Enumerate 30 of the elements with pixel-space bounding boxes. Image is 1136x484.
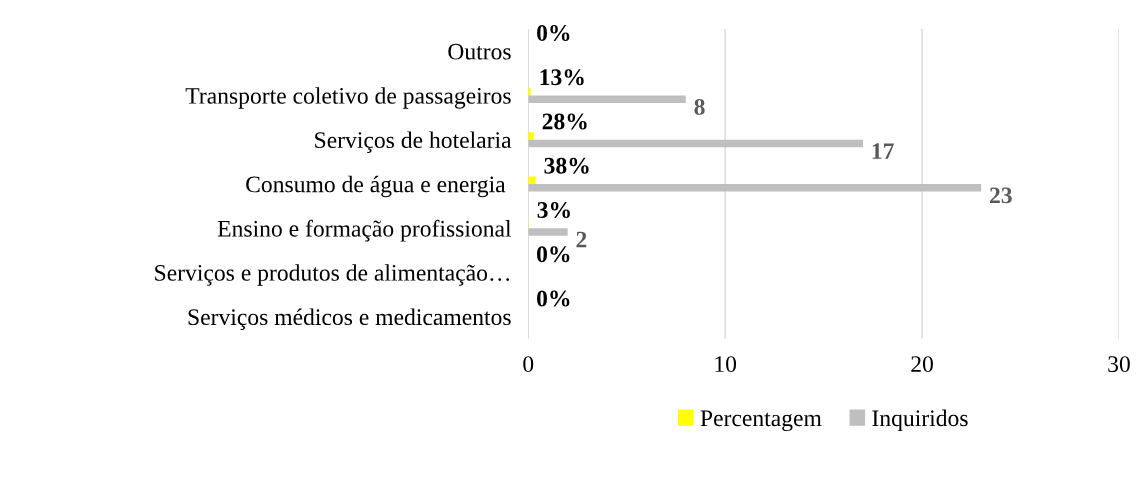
y-tick-label: Serviços de hotelaria (315, 131, 512, 153)
bar (528, 228, 568, 236)
y-tick-label: Consumo de água e energia (246, 175, 506, 198)
x-tick-label: 20 (911, 356, 933, 373)
data-label: 2 (576, 231, 587, 248)
data-label: 8 (694, 98, 705, 115)
y-tick-label: Transporte coletivo de passageiros (185, 87, 511, 109)
data-label: 23 (989, 187, 1012, 204)
bar (528, 95, 686, 103)
data-label: 38% (544, 157, 589, 174)
y-tick-label: Outros (448, 43, 511, 60)
data-label: 17 (872, 143, 894, 159)
data-label: 0% (537, 246, 570, 263)
data-label: 3% (537, 202, 570, 219)
data-label: 28% (542, 113, 587, 130)
x-tick-label: 0 (523, 356, 534, 373)
legend-label: Inquiridos (872, 409, 968, 432)
data-label: 0% (537, 290, 570, 307)
x-tick-label: 10 (715, 356, 737, 373)
bar (528, 183, 982, 192)
bar (528, 176, 536, 184)
y-tick-label: Serviços médicos e medicamentos (188, 308, 511, 330)
data-label: 13% (540, 69, 584, 86)
legend-label: Percentagem (700, 410, 822, 432)
y-tick-label: Ensino e formação profissional (217, 219, 512, 242)
data-label: 0% (537, 24, 570, 41)
bar (528, 132, 534, 140)
bar (528, 139, 863, 148)
y-tick-label: Serviços e produtos de alimentação… (155, 264, 510, 286)
x-tick-label: 30 (1108, 356, 1130, 373)
